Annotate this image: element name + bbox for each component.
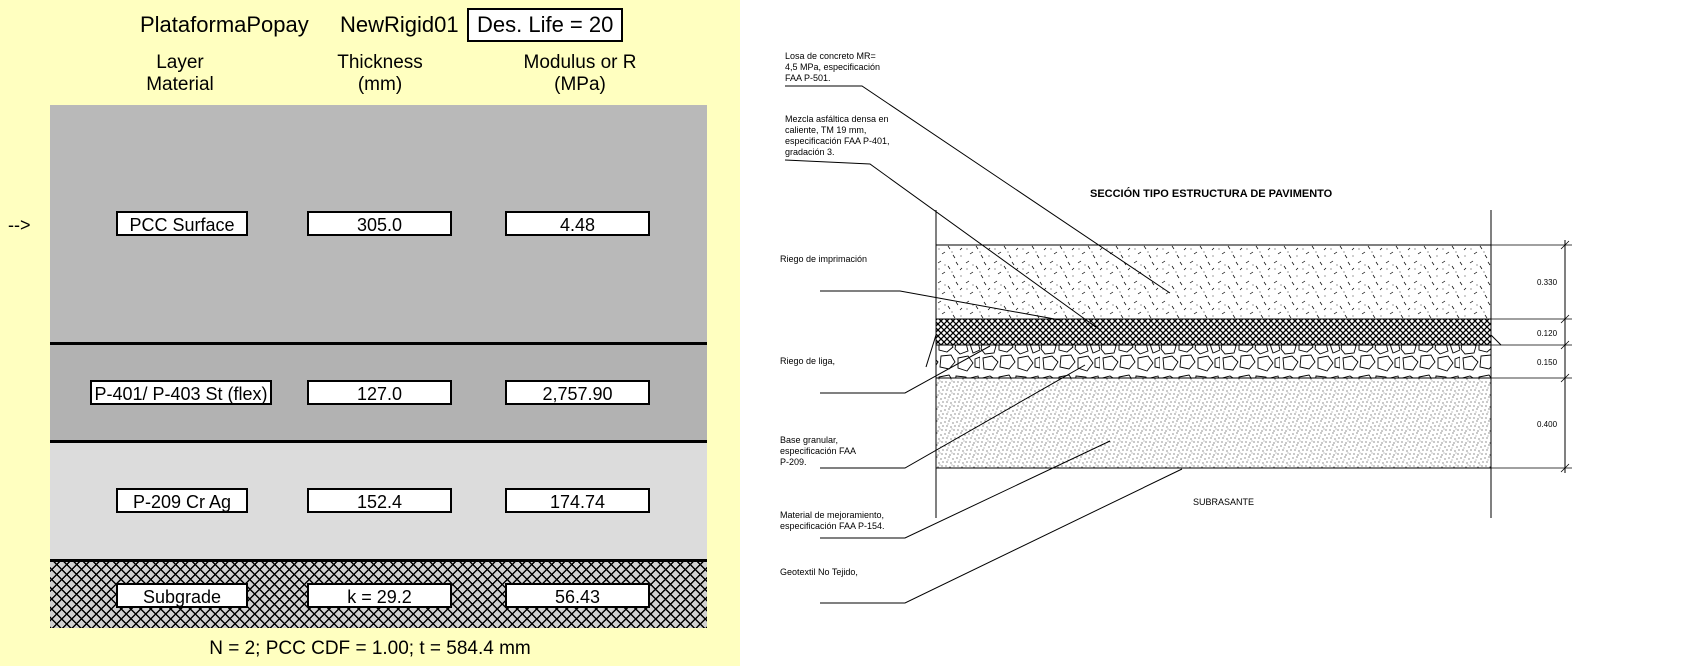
- callout-text-line: Base granular,: [780, 435, 838, 445]
- callout-text-line: Riego de liga,: [780, 356, 835, 366]
- dimension-slash: [1560, 240, 1570, 250]
- callout-mezcla: Mezcla asfáltica densa en caliente, TM 1…: [784, 114, 1101, 331]
- column-header-modulus: Modulus or R (MPa): [523, 52, 637, 95]
- dimension-value: 0.120: [1537, 329, 1558, 338]
- leader-line: [820, 468, 1183, 604]
- callout-text-line: FAA P-501.: [785, 73, 831, 83]
- callout-losa: Losa de concreto MR= 4,5 MPa, especifica…: [785, 51, 1171, 294]
- layer-modulus-field[interactable]: 2,757.90: [505, 380, 650, 405]
- slope-line-left: [925, 334, 937, 368]
- pcc-slab-layer: [935, 244, 1492, 320]
- callout-text-line: gradación 3.: [785, 147, 835, 157]
- callout-text-line: Material de mejoramiento,: [780, 510, 884, 520]
- dimension-slash: [1560, 373, 1570, 383]
- pavement-structure-panel: PlataformaPopay NewRigid01 Des. Life = 2…: [0, 0, 740, 666]
- granular-base-layer: [935, 344, 1492, 379]
- layer-thickness-field[interactable]: 152.4: [307, 488, 452, 513]
- layer-modulus-field[interactable]: 174.74: [505, 488, 650, 513]
- dimension-slash: [1560, 340, 1570, 350]
- layer-modulus-field[interactable]: 4.48: [505, 211, 650, 236]
- design-life-field[interactable]: Des. Life = 20: [467, 8, 624, 42]
- selected-layer-arrow-icon: -->: [8, 215, 31, 235]
- leader-line: [820, 364, 1086, 469]
- callout-text-line: Riego de imprimación: [780, 254, 867, 264]
- dimension-value: 0.330: [1537, 278, 1558, 287]
- dimension-value: 0.150: [1537, 358, 1558, 367]
- callout-text-line: especificación FAA P-401,: [785, 136, 890, 146]
- callout-base-granular: Base granular, especificación FAA P-209.: [780, 364, 1086, 469]
- leader-line: [785, 85, 1171, 294]
- dimension-value: 0.400: [1537, 420, 1558, 429]
- callout-imprimacion: Riego de imprimación: [780, 254, 1061, 321]
- dimension-chain: 0.330 0.120 0.150 0.400: [1491, 240, 1572, 473]
- callout-geotextil: Geotextil No Tejido,: [780, 468, 1183, 604]
- layer-thickness-field[interactable]: 127.0: [307, 380, 452, 405]
- callout-mejoramiento: Material de mejoramiento, especificación…: [780, 440, 1111, 539]
- leader-line: [820, 290, 1061, 321]
- column-header-thickness: Thickness (mm): [337, 52, 423, 95]
- dimension-slash: [1560, 463, 1570, 473]
- layer-divider: [50, 440, 707, 443]
- improvement-layer: [935, 377, 1492, 469]
- callout-text-line: especificación FAA P-154.: [780, 521, 885, 531]
- layer-modulus-field[interactable]: 56.43: [505, 583, 650, 608]
- callout-text-line: P-209.: [780, 457, 807, 467]
- callout-text-line: 4,5 MPa, especificación: [785, 62, 880, 72]
- column-header-material: Layer Material: [146, 52, 214, 95]
- layer-thickness-field[interactable]: 305.0: [307, 211, 452, 236]
- callout-text-line: caliente, TM 19 mm,: [785, 125, 866, 135]
- section-drawing-svg: SECCIÓN TIPO ESTRUCTURA DE PAVIMENTO SUB…: [780, 51, 1572, 604]
- callout-text-line: Mezcla asfáltica densa en: [785, 114, 889, 124]
- layer-divider: [50, 559, 707, 562]
- layer-divider: [50, 342, 707, 345]
- callout-text-line: Geotextil No Tejido,: [780, 567, 858, 577]
- leader-line: [820, 345, 991, 394]
- section-name: NewRigid01: [340, 12, 459, 37]
- leader-line: [820, 440, 1111, 539]
- structure-summary: N = 2; PCC CDF = 1.00; t = 584.4 mm: [209, 638, 531, 659]
- layer-material-field[interactable]: PCC Surface: [116, 211, 248, 236]
- drawing-title: SECCIÓN TIPO ESTRUCTURA DE PAVIMENTO: [1090, 187, 1333, 200]
- slope-line-right: [1490, 334, 1502, 346]
- layer-material-field[interactable]: P-209 Cr Ag: [116, 488, 248, 513]
- leader-line: [784, 159, 1101, 331]
- asphalt-layer: [935, 318, 1492, 346]
- callout-text-line: Losa de concreto MR=: [785, 51, 876, 61]
- pavement-section-drawing: SECCIÓN TIPO ESTRUCTURA DE PAVIMENTO SUB…: [740, 0, 1683, 666]
- callout-liga: Riego de liga,: [780, 345, 991, 394]
- layer-thickness-field[interactable]: k = 29.2: [307, 583, 452, 608]
- layer-material-field[interactable]: Subgrade: [116, 583, 248, 608]
- subgrade-label: SUBRASANTE: [1193, 497, 1254, 507]
- layer-material-field[interactable]: P-401/ P-403 St (flex): [90, 380, 272, 405]
- pavement-layers: [935, 244, 1492, 469]
- callout-text-line: especificación FAA: [780, 446, 856, 456]
- dimension-slash: [1560, 314, 1570, 324]
- project-name: PlataformaPopay: [140, 12, 309, 37]
